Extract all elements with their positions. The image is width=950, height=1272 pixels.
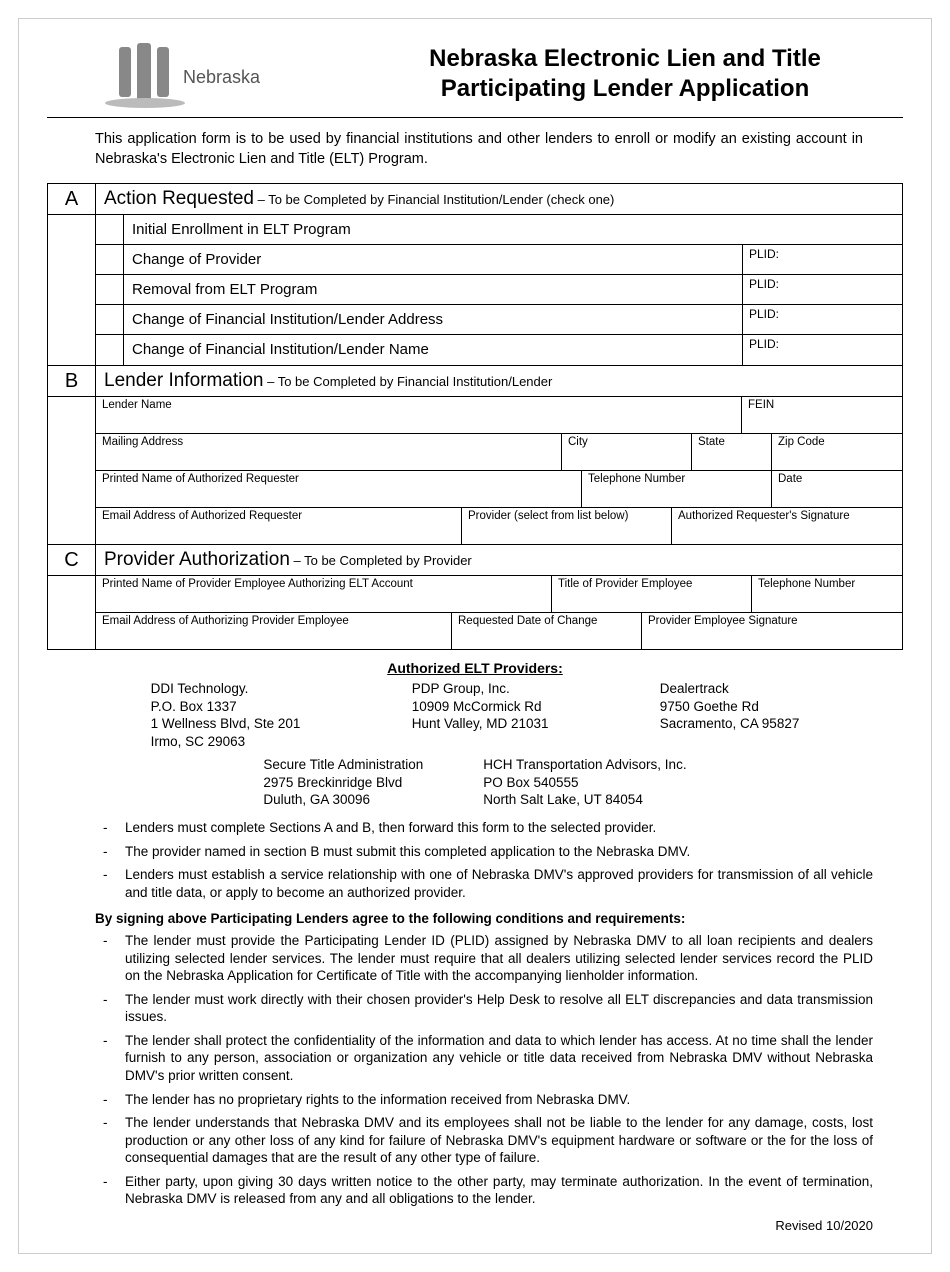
plid-field[interactable]: PLID: — [742, 305, 902, 334]
providers-heading: Authorized ELT Providers: — [47, 660, 903, 676]
list-item: The lender shall protect the confidentia… — [95, 1032, 873, 1085]
field-requester-signature[interactable]: Authorized Requester's Signature — [672, 508, 902, 544]
section-a: A Action Requested – To be Completed by … — [47, 183, 903, 366]
section-a-title: Action Requested – To be Completed by Fi… — [96, 184, 902, 214]
field-date[interactable]: Date — [772, 471, 902, 507]
field-city[interactable]: City — [562, 434, 692, 470]
list-item: Lenders must establish a service relatio… — [95, 866, 873, 901]
header: Nebraska Nebraska Electronic Lien and Ti… — [47, 39, 903, 118]
field-lender-name[interactable]: Lender Name — [96, 397, 742, 433]
list-item: The lender must work directly with their… — [95, 991, 873, 1026]
section-a-title-sub: – To be Completed by Financial Instituti… — [254, 192, 614, 207]
section-c-content: Printed Name of Provider Employee Author… — [96, 576, 902, 649]
section-a-gutter — [48, 215, 96, 365]
intro-text: This application form is to be used by f… — [95, 130, 863, 169]
action-label: Change of Financial Institution/Lender A… — [124, 305, 742, 334]
action-checkbox[interactable] — [96, 215, 124, 244]
field-provider-phone[interactable]: Telephone Number — [752, 576, 902, 612]
section-a-letter: A — [48, 184, 96, 214]
section-c-gutter — [48, 576, 96, 649]
action-label: Initial Enrollment in ELT Program — [124, 215, 902, 244]
field-email-requester[interactable]: Email Address of Authorized Requester — [96, 508, 462, 544]
section-c-title-main: Provider Authorization — [104, 549, 290, 570]
list-item: Lenders must complete Sections A and B, … — [95, 819, 873, 837]
page-container: Nebraska Nebraska Electronic Lien and Ti… — [18, 18, 932, 1254]
field-requested-date[interactable]: Requested Date of Change — [452, 613, 642, 649]
action-row: Change of ProviderPLID: — [96, 245, 902, 275]
section-b-title-main: Lender Information — [104, 370, 264, 391]
section-b-letter: B — [48, 366, 96, 396]
plid-field[interactable]: PLID: — [742, 245, 902, 274]
action-label: Removal from ELT Program — [124, 275, 742, 304]
action-checkbox[interactable] — [96, 335, 124, 365]
action-row: Change of Financial Institution/Lender N… — [96, 335, 902, 365]
conditions-heading: By signing above Participating Lenders a… — [95, 911, 873, 926]
providers-row-1: DDI Technology. P.O. Box 1337 1 Wellness… — [95, 680, 855, 750]
field-fein[interactable]: FEIN — [742, 397, 902, 433]
providers-row-2: Secure Title Administration 2975 Breckin… — [95, 756, 855, 809]
provider-address: Secure Title Administration 2975 Breckin… — [263, 756, 423, 809]
section-a-rows: Initial Enrollment in ELT ProgramChange … — [96, 215, 902, 365]
section-b-gutter — [48, 397, 96, 544]
field-provider-employee-title[interactable]: Title of Provider Employee — [552, 576, 752, 612]
action-row: Initial Enrollment in ELT Program — [96, 215, 902, 245]
section-c-letter: C — [48, 545, 96, 575]
conditions-list: The lender must provide the Participatin… — [95, 932, 873, 1208]
plid-field[interactable]: PLID: — [742, 275, 902, 304]
field-printed-requester[interactable]: Printed Name of Authorized Requester — [96, 471, 582, 507]
title-line1: Nebraska Electronic Lien and Title — [429, 45, 821, 72]
provider-address: HCH Transportation Advisors, Inc. PO Box… — [483, 756, 686, 809]
section-b-title: Lender Information – To be Completed by … — [96, 366, 902, 396]
field-provider-employee-name[interactable]: Printed Name of Provider Employee Author… — [96, 576, 552, 612]
list-item: Either party, upon giving 30 days writte… — [95, 1173, 873, 1208]
section-c: C Provider Authorization – To be Complet… — [47, 545, 903, 650]
title-line2: Participating Lender Application — [441, 75, 809, 102]
list-item: The lender has no proprietary rights to … — [95, 1091, 873, 1109]
field-zip[interactable]: Zip Code — [772, 434, 902, 470]
action-checkbox[interactable] — [96, 245, 124, 274]
action-checkbox[interactable] — [96, 305, 124, 334]
field-provider-email[interactable]: Email Address of Authorizing Provider Em… — [96, 613, 452, 649]
list-item: The lender must provide the Participatin… — [95, 932, 873, 985]
provider-address: PDP Group, Inc. 10909 McCormick Rd Hunt … — [412, 680, 549, 750]
field-state[interactable]: State — [692, 434, 772, 470]
section-b-title-sub: – To be Completed by Financial Instituti… — [264, 374, 553, 389]
action-checkbox[interactable] — [96, 275, 124, 304]
instructions-list: Lenders must complete Sections A and B, … — [95, 819, 873, 901]
field-mailing-address[interactable]: Mailing Address — [96, 434, 562, 470]
provider-address: Dealertrack 9750 Goethe Rd Sacramento, C… — [660, 680, 800, 750]
list-item: The provider named in section B must sub… — [95, 843, 873, 861]
revised-date: Revised 10/2020 — [47, 1218, 873, 1233]
provider-address: DDI Technology. P.O. Box 1337 1 Wellness… — [151, 680, 301, 750]
field-provider-select[interactable]: Provider (select from list below) — [462, 508, 672, 544]
section-a-title-main: Action Requested — [104, 188, 254, 209]
form-title: Nebraska Electronic Lien and Title Parti… — [347, 44, 903, 104]
action-label: Change of Provider — [124, 245, 742, 274]
action-row: Removal from ELT ProgramPLID: — [96, 275, 902, 305]
action-label: Change of Financial Institution/Lender N… — [124, 335, 742, 365]
plid-field[interactable]: PLID: — [742, 335, 902, 365]
field-provider-signature[interactable]: Provider Employee Signature — [642, 613, 902, 649]
section-c-title-sub: – To be Completed by Provider — [290, 553, 472, 568]
section-b-content: Lender Name FEIN Mailing Address City St… — [96, 397, 902, 544]
dmv-logo: Nebraska — [47, 39, 347, 109]
field-telephone[interactable]: Telephone Number — [582, 471, 772, 507]
section-c-title: Provider Authorization – To be Completed… — [96, 545, 902, 575]
list-item: The lender understands that Nebraska DMV… — [95, 1114, 873, 1167]
action-row: Change of Financial Institution/Lender A… — [96, 305, 902, 335]
logo-text: Nebraska — [183, 67, 261, 87]
section-b: B Lender Information – To be Completed b… — [47, 366, 903, 545]
